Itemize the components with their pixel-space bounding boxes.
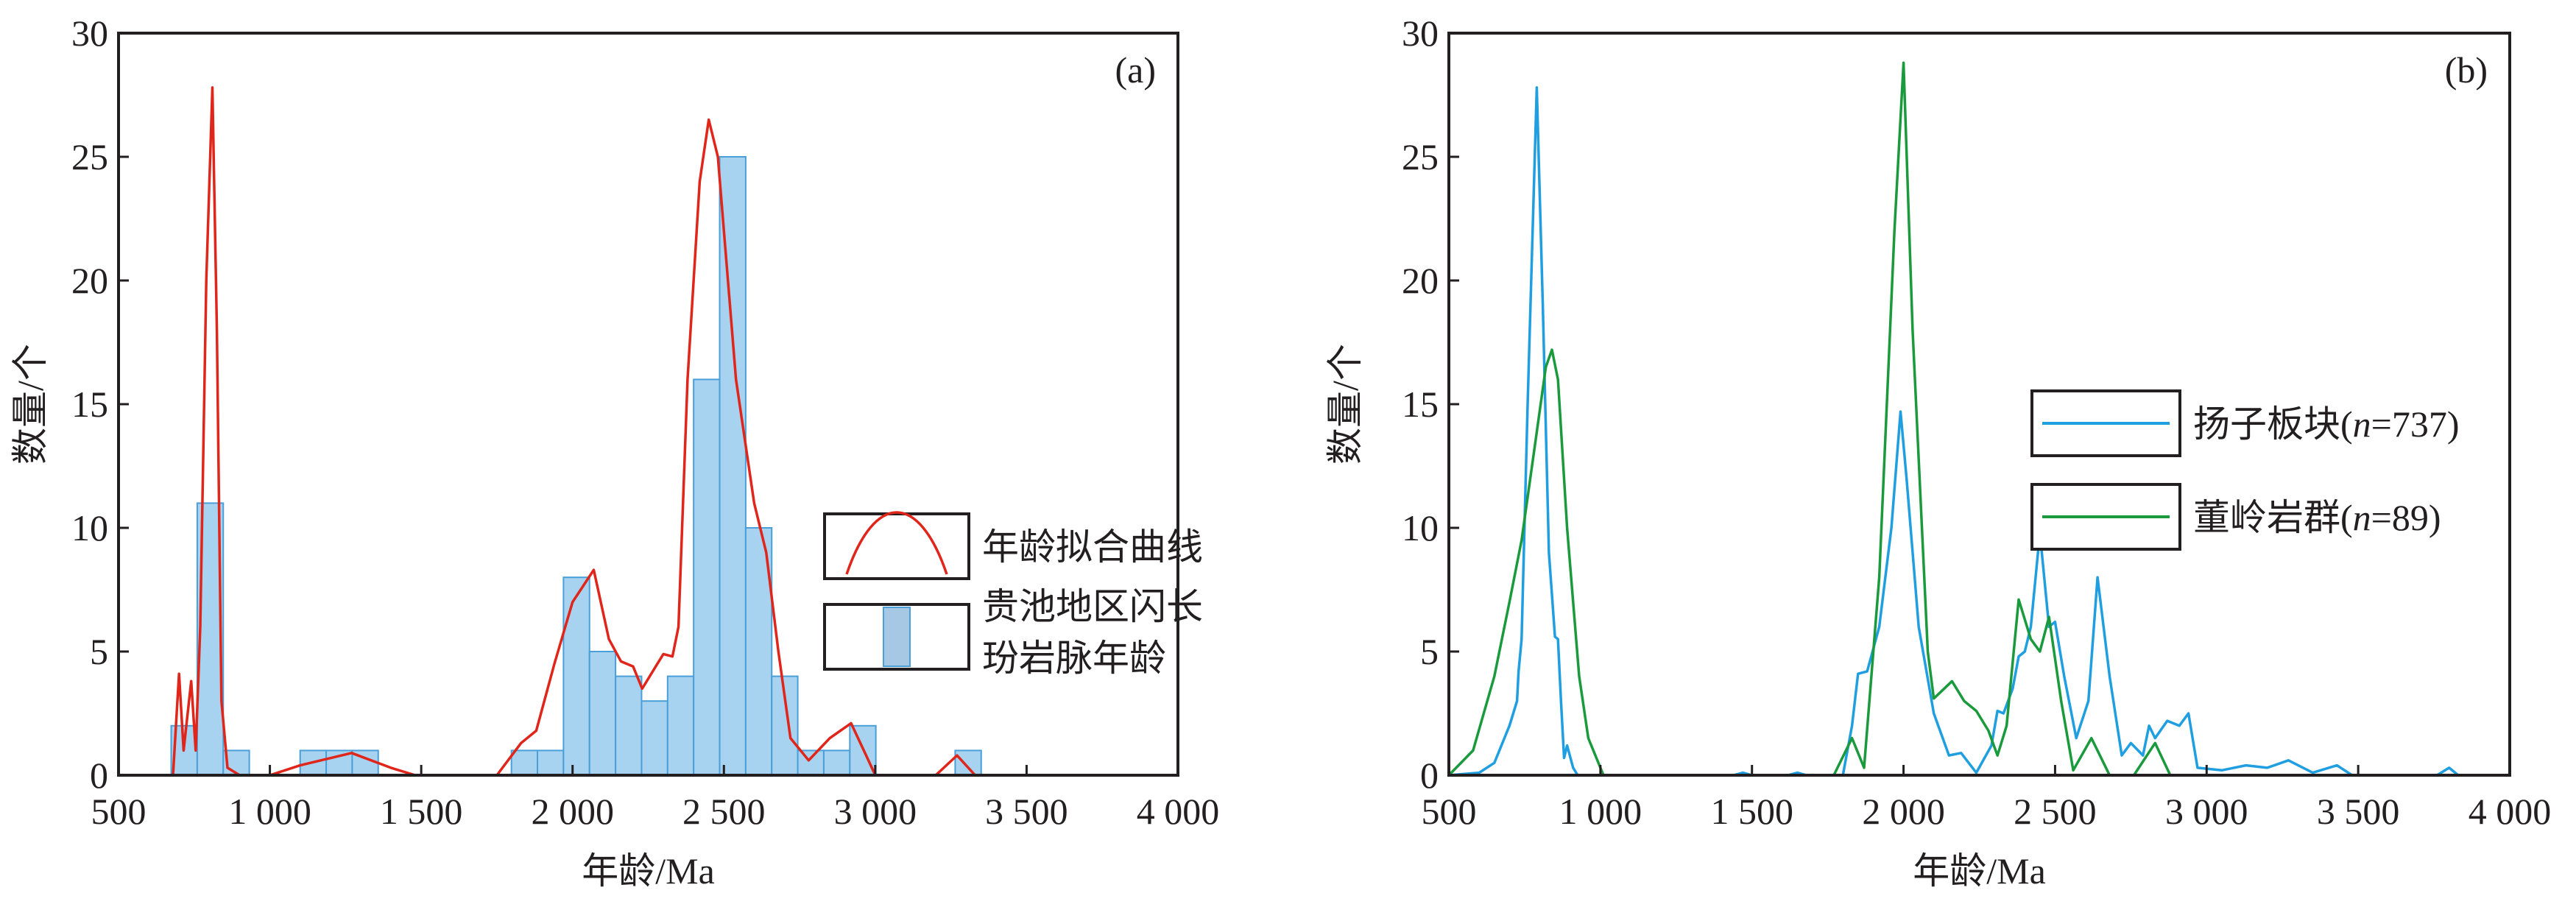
x-tick-label: 4 000 xyxy=(2469,791,2552,832)
panel-label: (b) xyxy=(2445,49,2488,91)
histogram-bar xyxy=(954,749,982,777)
panel-b: 500 1 000 1 500 2 000 2 500 3 000 3 500 4 000 0 5… xyxy=(1324,13,2551,892)
x-tick-label: 2 500 xyxy=(682,791,766,832)
x-tick-label: 3 500 xyxy=(2317,791,2400,832)
x-tick-label: 4 000 xyxy=(1137,791,1220,832)
y-tick-label: 0 xyxy=(90,755,108,796)
y-tick-label: 30 xyxy=(71,13,108,54)
x-tick-label: 3 000 xyxy=(834,791,917,832)
legend-label-main: 董岭岩群( xyxy=(2193,497,2353,538)
histogram-bar xyxy=(615,675,643,776)
y-tick-label: 5 xyxy=(1420,631,1439,672)
panel-label: (a) xyxy=(1115,49,1157,91)
histogram-bar xyxy=(797,749,825,777)
legend-label-n: n xyxy=(2353,403,2371,445)
x-tick-label: 500 xyxy=(91,791,147,832)
y-tick-label: 20 xyxy=(71,260,108,301)
series-line-0 xyxy=(172,86,976,777)
legend-label-histogram-line2: 玢岩脉年龄 xyxy=(982,638,1166,679)
legend-label-curve: 年龄拟合曲线 xyxy=(982,526,1203,568)
y-tick-label: 15 xyxy=(1402,384,1439,425)
histogram-bar xyxy=(693,378,721,776)
histogram-bar xyxy=(822,749,851,777)
y-tick-label: 25 xyxy=(71,136,108,177)
y-tick-label: 0 xyxy=(1420,755,1439,796)
y-tick-label: 30 xyxy=(1402,13,1439,54)
legend-swatch-curve xyxy=(845,511,948,575)
histogram-bar xyxy=(641,700,668,777)
legend-label-rest: =89) xyxy=(2371,497,2441,538)
histogram-bar xyxy=(666,675,695,776)
y-tick-label: 15 xyxy=(71,384,108,425)
legend-label-rest: =737) xyxy=(2371,403,2460,445)
histogram-bar xyxy=(510,749,539,777)
legend-label-0: 扬子板块(n=737) xyxy=(2193,403,2460,445)
x-tick-label: 2 000 xyxy=(531,791,614,832)
legend-label-n: n xyxy=(2353,497,2371,538)
x-tick-label: 2 500 xyxy=(2014,791,2097,832)
x-tick-label: 1 500 xyxy=(1710,791,1793,832)
series-line-1 xyxy=(1447,61,2172,777)
series-line-0 xyxy=(1448,86,2460,777)
y-tick-label: 25 xyxy=(1402,136,1439,177)
histogram-bar xyxy=(719,156,747,776)
x-tick-label: 500 xyxy=(1422,791,1477,832)
y-axis-title: 数量/个 xyxy=(10,344,51,465)
x-axis-title: 年龄/Ma xyxy=(582,850,715,892)
legend-label-main: 扬子板块( xyxy=(2193,403,2353,445)
x-axis-title: 年龄/Ma xyxy=(1913,850,2046,892)
y-tick-label: 20 xyxy=(1402,260,1439,301)
y-tick-label: 10 xyxy=(1402,507,1439,548)
panel-a: 500 1 000 1 500 2 000 2 500 3 000 3 500 4 000 0 5… xyxy=(10,13,1219,892)
x-tick-label: 3 500 xyxy=(985,791,1068,832)
histogram-bar xyxy=(588,651,617,776)
x-tick-label: 1 000 xyxy=(1559,791,1642,832)
legend-label-histogram-line1: 贵池地区闪长 xyxy=(982,586,1203,627)
y-axis-title: 数量/个 xyxy=(1324,344,1366,465)
y-tick-label: 10 xyxy=(71,507,108,548)
histogram-bar xyxy=(562,576,590,776)
x-tick-label: 3 000 xyxy=(2165,791,2248,832)
legend-swatch-histogram xyxy=(883,607,911,667)
legend-box-curve xyxy=(823,512,970,580)
x-tick-label: 1 000 xyxy=(228,791,311,832)
x-tick-label: 1 500 xyxy=(380,791,463,832)
histogram-bar xyxy=(537,749,565,777)
y-tick-label: 5 xyxy=(90,631,108,672)
legend-label-1: 董岭岩群(n=89) xyxy=(2193,497,2441,538)
x-tick-label: 2 000 xyxy=(1862,791,1945,832)
